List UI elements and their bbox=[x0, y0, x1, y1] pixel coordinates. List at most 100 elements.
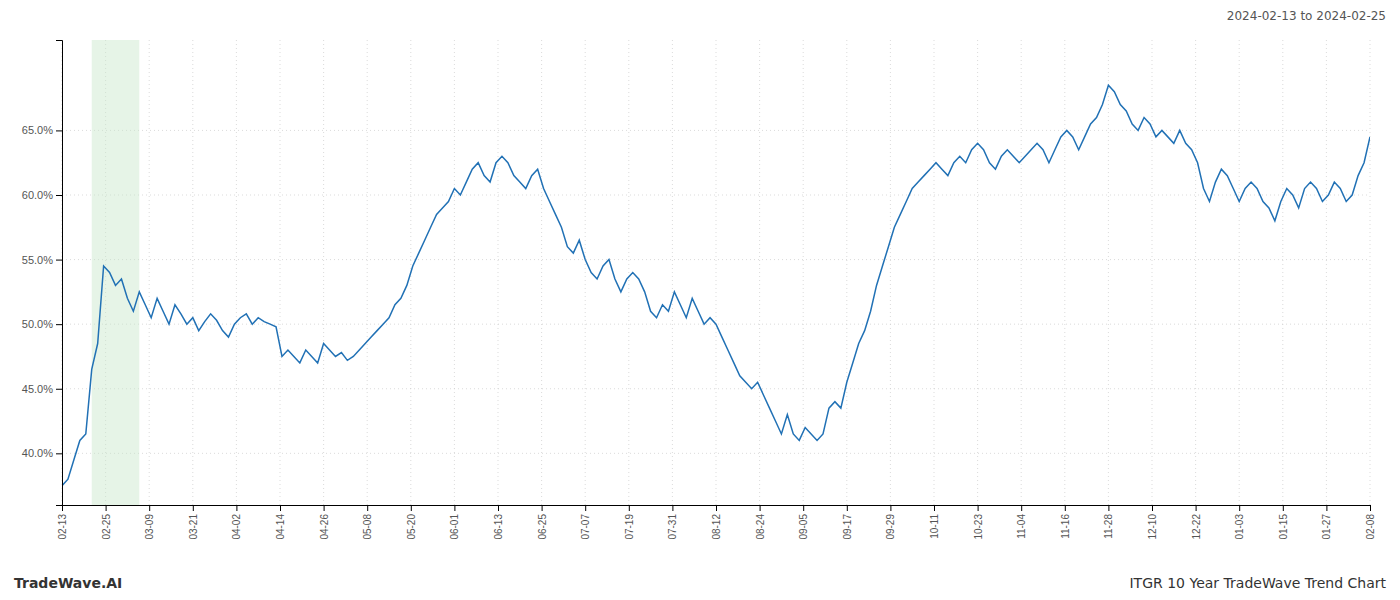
tick-mark bbox=[236, 505, 237, 511]
tick: 09-05 bbox=[798, 505, 809, 540]
tick-label: 02-13 bbox=[57, 514, 68, 540]
grid-line-x bbox=[585, 40, 586, 505]
tick-mark bbox=[1239, 505, 1240, 511]
tick: 06-13 bbox=[493, 505, 504, 540]
tick-mark bbox=[542, 505, 543, 511]
tick: 50.0% bbox=[22, 318, 62, 330]
tick-label: 04-02 bbox=[231, 514, 242, 540]
highlight-span bbox=[92, 40, 140, 505]
tick-label: 05-08 bbox=[362, 514, 373, 540]
grid-line-x bbox=[1370, 40, 1371, 505]
plot-area bbox=[62, 40, 1370, 505]
tick: 03-21 bbox=[188, 505, 199, 540]
tick: 01-27 bbox=[1321, 505, 1332, 540]
tick-mark bbox=[56, 389, 62, 390]
chart: 02-13 02-25 03-09 03-21 04-02 04-14 04-26 05-08… bbox=[0, 0, 1400, 600]
tick-mark bbox=[934, 505, 935, 511]
tick-mark bbox=[367, 505, 368, 511]
grid-line-x bbox=[628, 40, 629, 505]
annotation: TradeWave.AI bbox=[14, 575, 122, 591]
grid-line-x bbox=[498, 40, 499, 505]
tick-mark bbox=[56, 130, 62, 131]
tick-label: 10-11 bbox=[929, 514, 940, 539]
tick-mark bbox=[978, 505, 979, 511]
tick: 05-20 bbox=[406, 505, 417, 540]
grid-line-x bbox=[716, 40, 717, 505]
grid-line-x bbox=[1282, 40, 1283, 505]
tick-mark bbox=[716, 505, 717, 511]
tick-label: 01-27 bbox=[1321, 514, 1332, 540]
tick-mark bbox=[454, 505, 455, 511]
tick: 45.0% bbox=[22, 383, 62, 395]
tick-label: 02-25 bbox=[101, 514, 112, 540]
tick: 08-12 bbox=[711, 505, 722, 540]
grid-line-x bbox=[1152, 40, 1153, 505]
grid-line-y bbox=[62, 259, 1370, 260]
tick-mark bbox=[585, 505, 586, 511]
grid-line-x bbox=[541, 40, 542, 505]
tick: 60.0% bbox=[22, 189, 62, 201]
tick: 10-23 bbox=[973, 505, 984, 540]
grid-line-y bbox=[62, 195, 1370, 196]
tick-mark bbox=[672, 505, 673, 511]
x-axis: 02-13 02-25 03-09 03-21 04-02 04-14 04-26 05-08… bbox=[57, 505, 1376, 540]
tick-mark bbox=[847, 505, 848, 511]
tick-mark bbox=[106, 505, 107, 511]
tick-label: 65.0% bbox=[22, 124, 53, 136]
tick: 10-11 bbox=[929, 505, 940, 539]
tick-label: 06-01 bbox=[449, 514, 460, 540]
tick-label: 11-16 bbox=[1060, 514, 1071, 539]
tick-label: 07-19 bbox=[624, 514, 635, 540]
tick-mark bbox=[760, 505, 761, 511]
tick-label: 11-28 bbox=[1103, 514, 1114, 539]
tick: 55.0% bbox=[22, 254, 62, 266]
tick: 40.0% bbox=[22, 447, 62, 459]
tick: 03-09 bbox=[144, 505, 155, 540]
grid-line-x bbox=[1195, 40, 1196, 505]
tick: 09-29 bbox=[885, 505, 896, 540]
tick-mark bbox=[1196, 505, 1197, 511]
tick-mark bbox=[1326, 505, 1327, 511]
tick-mark bbox=[56, 324, 62, 325]
tick: 04-14 bbox=[275, 505, 286, 540]
tick: 07-31 bbox=[667, 505, 678, 540]
tick-mark bbox=[411, 505, 412, 511]
tick: 08-24 bbox=[755, 505, 766, 540]
grid-line-x bbox=[323, 40, 324, 505]
tick: 09-17 bbox=[842, 505, 853, 540]
grid-line-x bbox=[977, 40, 978, 505]
tick: 11-28 bbox=[1103, 505, 1114, 539]
grid-line-x bbox=[367, 40, 368, 505]
tick-label: 08-12 bbox=[711, 514, 722, 540]
tick: 65.0% bbox=[22, 124, 62, 136]
tick: 01-15 bbox=[1278, 505, 1289, 540]
tick-label: 04-26 bbox=[319, 514, 330, 540]
tick-mark bbox=[56, 260, 62, 261]
tick-label: 10-23 bbox=[973, 514, 984, 540]
y-axis: 40.0% 45.0% 50.0% 55.0% 60.0% 65.0% bbox=[22, 41, 63, 506]
grid-line-x bbox=[280, 40, 281, 505]
grid-line-x bbox=[1021, 40, 1022, 505]
tick-label: 03-09 bbox=[144, 514, 155, 540]
tick: 11-04 bbox=[1016, 505, 1027, 539]
tick-label: 12-22 bbox=[1191, 514, 1202, 540]
tick-mark bbox=[280, 505, 281, 511]
tick-label: 05-20 bbox=[406, 514, 417, 540]
grid-line-x bbox=[934, 40, 935, 505]
grid-line-x bbox=[1239, 40, 1240, 505]
tick-label: 09-05 bbox=[798, 514, 809, 540]
tick: 05-08 bbox=[362, 505, 373, 540]
tick-mark bbox=[498, 505, 499, 511]
grid-line-x bbox=[846, 40, 847, 505]
axis-line bbox=[63, 506, 1371, 512]
tick-label: 07-31 bbox=[667, 514, 678, 540]
tick-label: 01-03 bbox=[1234, 514, 1245, 540]
title: ITGR 10 Year TradeWave Trend Chart bbox=[1129, 575, 1386, 591]
tick-mark bbox=[803, 505, 804, 511]
tick: 02-13 bbox=[57, 505, 68, 540]
tick: 07-19 bbox=[624, 505, 635, 540]
grid-line-x bbox=[236, 40, 237, 505]
grid-line-x bbox=[890, 40, 891, 505]
tick-label: 55.0% bbox=[22, 254, 53, 266]
tick-mark bbox=[1370, 505, 1371, 511]
